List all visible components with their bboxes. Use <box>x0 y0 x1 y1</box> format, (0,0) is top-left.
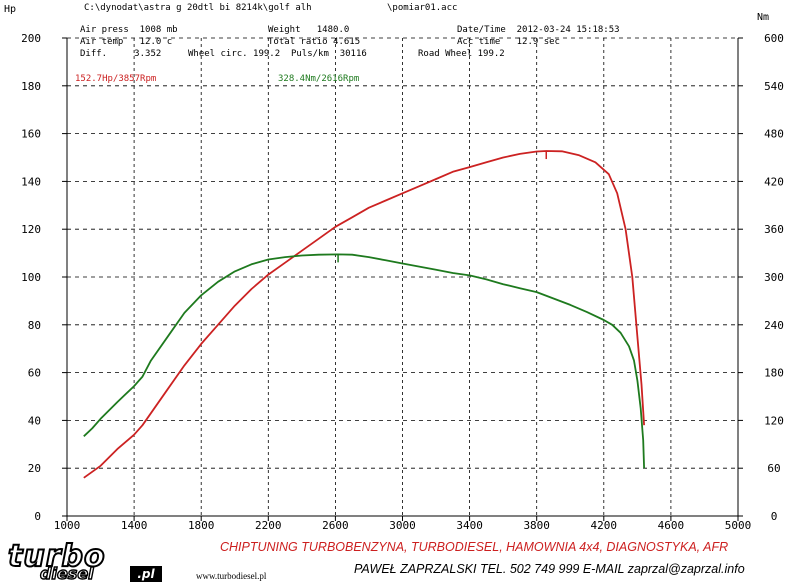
left-tick-label: 120 <box>21 223 41 236</box>
axes: 0 20 40 60 80 100 120 140 160 180 200 0 60 120 180 240 3… <box>21 32 784 532</box>
left-tick-label: 100 <box>21 271 41 284</box>
x-tick-label: 1800 <box>188 519 215 532</box>
right-tick-label: 600 <box>764 32 784 45</box>
dyno-chart: 0 20 40 60 80 100 120 140 160 180 200 0 60 120 180 240 3… <box>21 32 784 532</box>
series <box>83 150 645 479</box>
file-path: C:\dynodat\astra g 20dtl bi 8214k\golf a… <box>84 3 312 13</box>
left-tick-label: 0 <box>34 510 41 523</box>
x-tick-label: 3000 <box>389 519 416 532</box>
left-tick-label: 200 <box>21 32 41 45</box>
logo-diesel: diesel <box>39 564 94 583</box>
left-tick-label: 80 <box>28 319 41 332</box>
air-press: Air press 1008 mb <box>80 25 178 35</box>
power-peak-label: 152.7Hp/3857Rpm <box>75 74 157 84</box>
right-tick-label: 420 <box>764 175 784 188</box>
logo-pl: .pl <box>130 566 162 582</box>
total-ratio: Total ratio 4.615 <box>268 37 361 47</box>
right-tick-label: 240 <box>764 319 784 332</box>
x-tick-label: 1000 <box>54 519 81 532</box>
weight: Weight 1480.0 <box>268 25 350 35</box>
x-tick-label: 1400 <box>121 519 148 532</box>
road-wheel: Road Wheel 199.2 <box>418 49 505 59</box>
x-tick-label: 3400 <box>456 519 483 532</box>
right-tick-label: 180 <box>764 367 784 380</box>
x-tick-label: 3800 <box>523 519 550 532</box>
left-tick-label: 20 <box>28 462 41 475</box>
right-tick-label: 60 <box>767 462 780 475</box>
right-tick-label: 480 <box>764 128 784 141</box>
air-temp: Air temp 12.0 c <box>80 37 173 47</box>
right-tick-label: 120 <box>764 414 784 427</box>
file-name: \pomiar01.acc <box>387 3 458 13</box>
x-tick-label: 2200 <box>255 519 282 532</box>
x-tick-label: 5000 <box>725 519 752 532</box>
right-tick-label: 300 <box>764 271 784 284</box>
left-tick-label: 140 <box>21 175 41 188</box>
grid <box>67 37 738 516</box>
acc-time: Acc time 12.9 sec <box>457 37 560 47</box>
x-tick-label: 4200 <box>591 519 618 532</box>
right-tick-label: 360 <box>764 223 784 236</box>
footer-services: CHIPTUNING TURBOBENZYNA, TURBODIESEL, HA… <box>220 540 729 554</box>
right-tick-label: 540 <box>764 80 784 93</box>
x-tick-label: 2600 <box>322 519 349 532</box>
torque-curve <box>83 253 645 469</box>
diff: Diff. 3.352 <box>80 49 162 59</box>
x-tick-label: 4600 <box>658 519 685 532</box>
left-tick-label: 160 <box>21 128 41 141</box>
left-tick-label: 60 <box>28 367 41 380</box>
torque-peak-label: 328.4Nm/2616Rpm <box>278 74 360 84</box>
wheel-circ-puls: Wheel circ. 199.2 Puls/km 30116 <box>188 49 367 59</box>
left-tick-label: 180 <box>21 80 41 93</box>
footer-contact: PAWEŁ ZAPRZALSKI TEL. 502 749 999 E-MAIL… <box>354 562 745 576</box>
right-tick-label: 0 <box>771 510 778 523</box>
logo-turbo: turbo <box>7 539 106 574</box>
date-time: Date/Time 2012-03-24 15:18:53 <box>457 25 620 35</box>
left-axis-unit-label: Hp <box>4 4 17 15</box>
right-axis-unit-label: Nm <box>757 12 770 23</box>
left-tick-label: 40 <box>28 414 41 427</box>
website-link[interactable]: www.turbodiesel.pl <box>196 571 267 581</box>
power-curve <box>83 150 645 479</box>
